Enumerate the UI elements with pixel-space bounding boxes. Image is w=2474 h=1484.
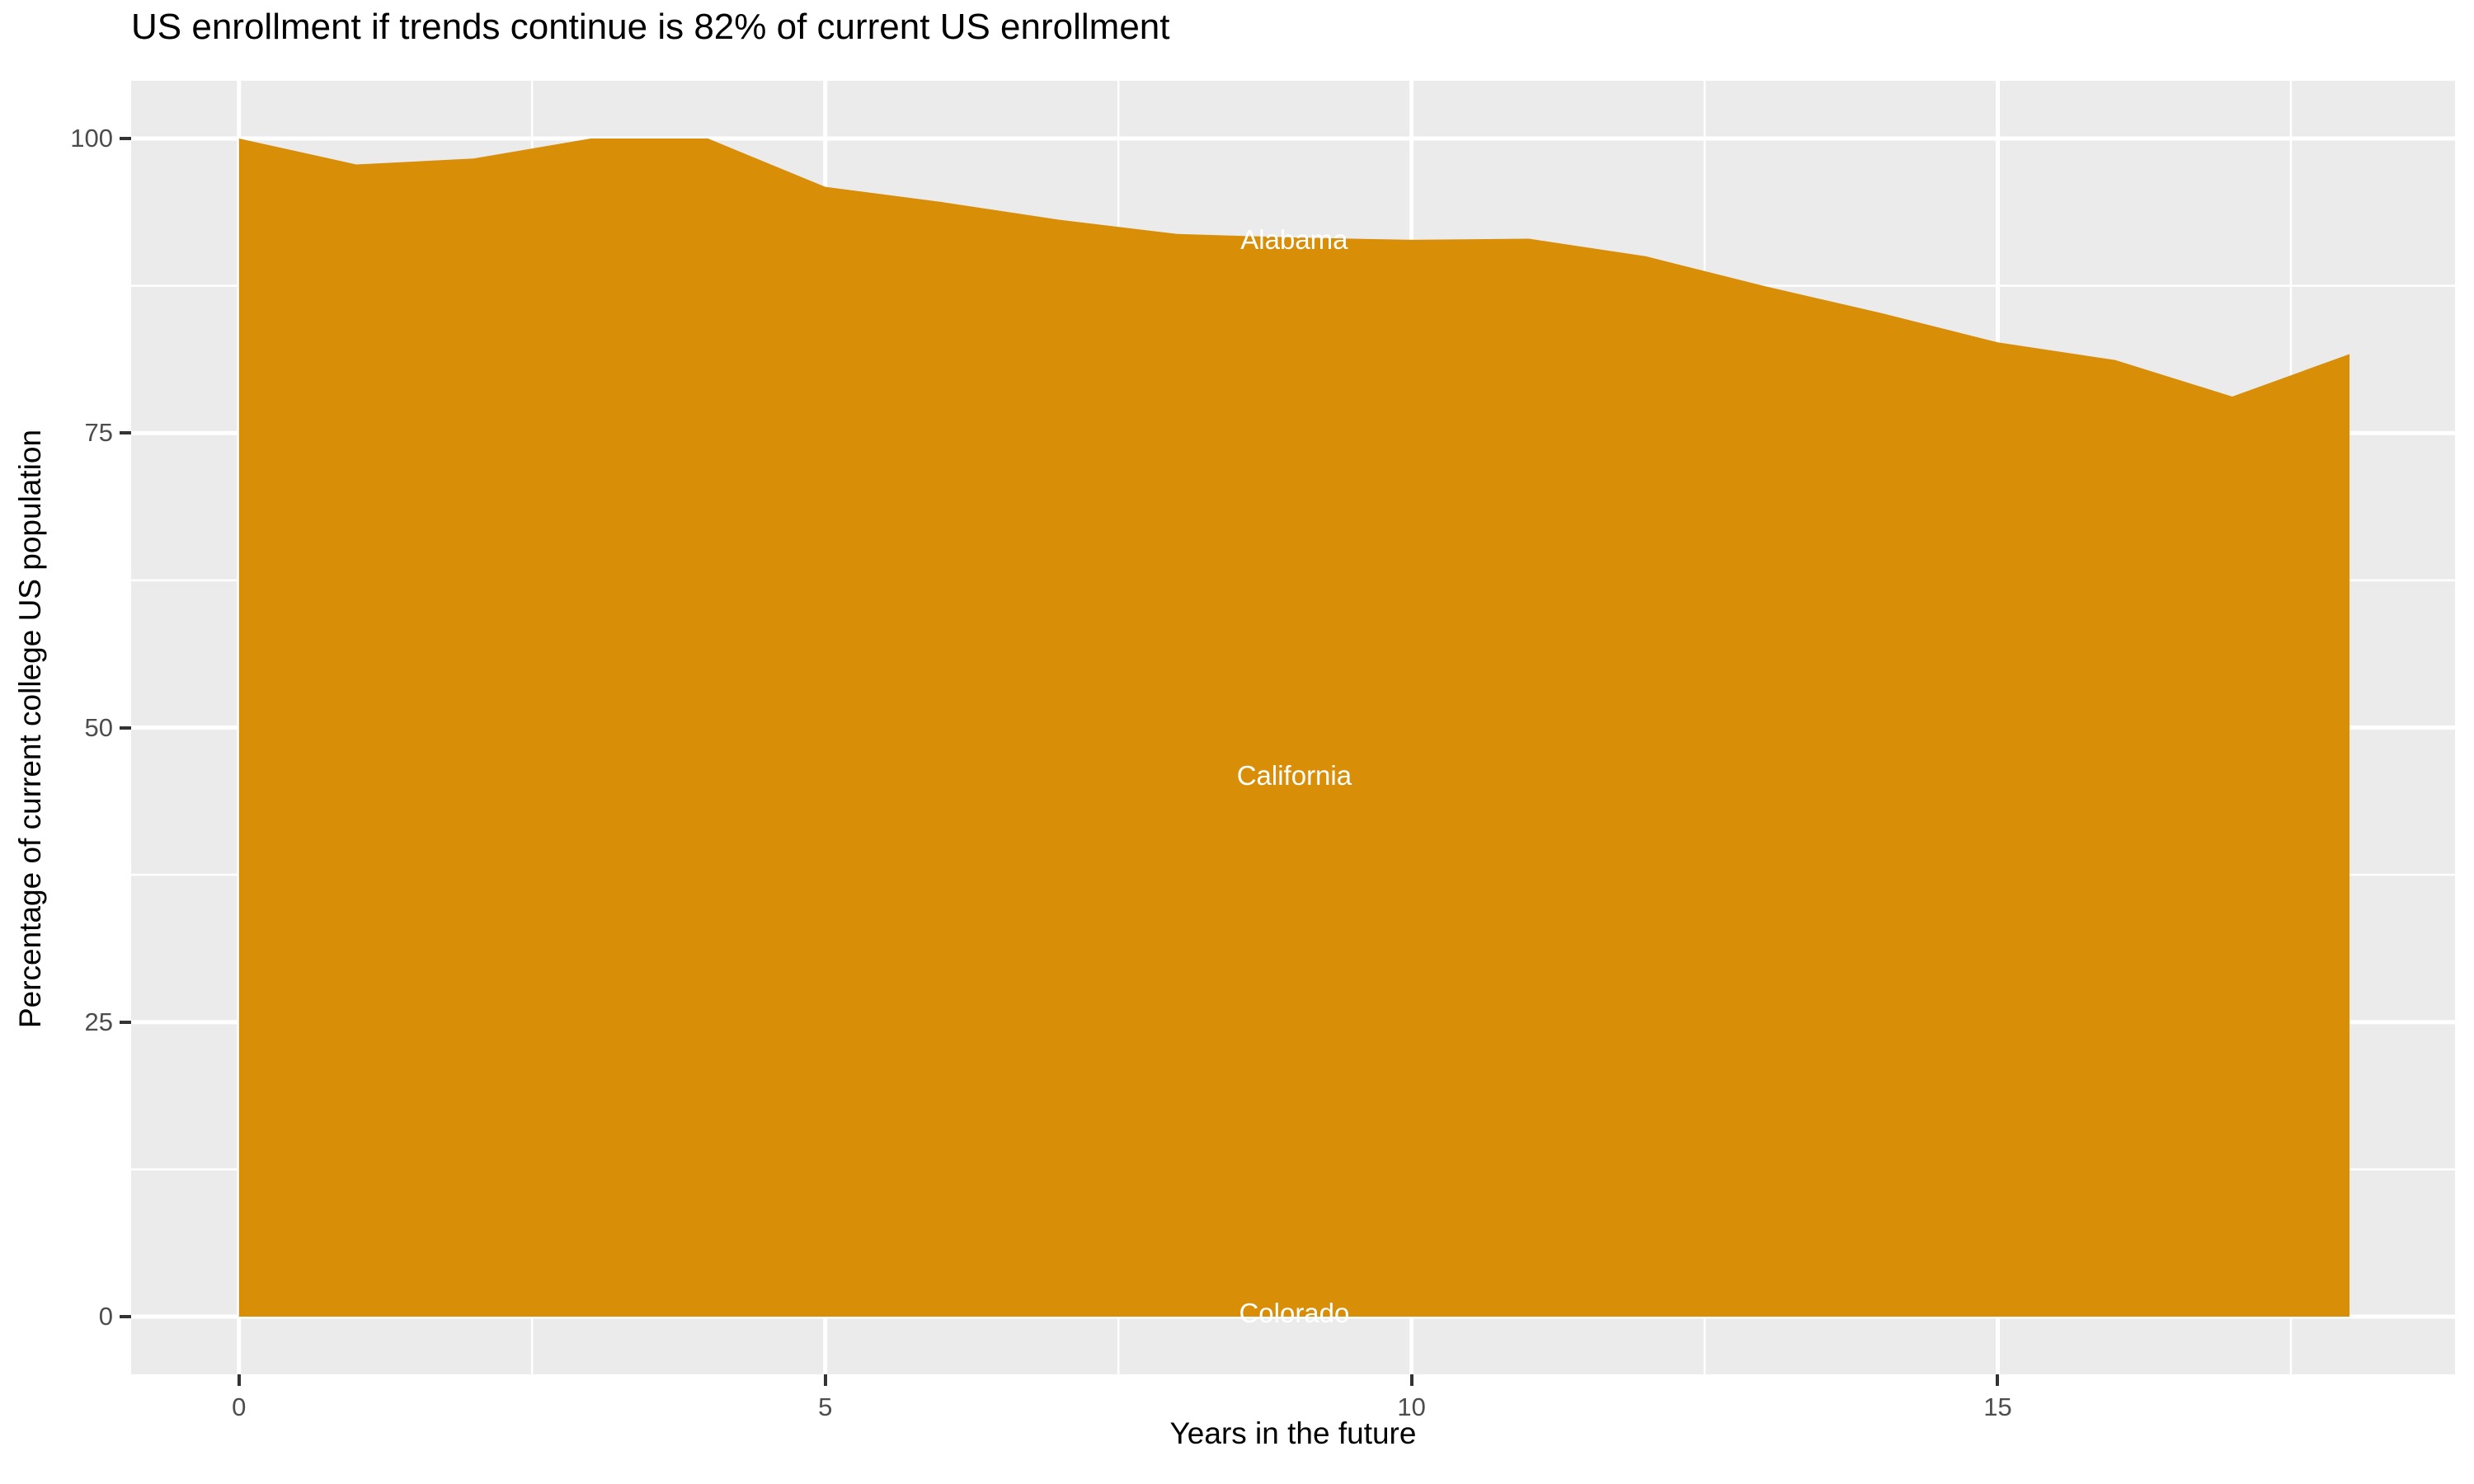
y-tick-label: 100 — [70, 124, 113, 153]
x-tick-label: 5 — [818, 1392, 833, 1421]
x-tick-mark — [237, 1374, 241, 1386]
y-tick-label: 50 — [84, 712, 113, 742]
y-tick-mark — [120, 726, 131, 730]
y-tick-label: 25 — [84, 1007, 113, 1036]
y-tick-mark — [120, 137, 131, 141]
y-tick-mark — [120, 1314, 131, 1318]
enrollment-area-shape — [238, 139, 2350, 1317]
x-tick-mark — [823, 1374, 827, 1386]
x-tick-mark — [1409, 1374, 1413, 1386]
chart-canvas — [131, 81, 2455, 1374]
state-area-label: California — [1236, 760, 1352, 791]
state-area-label: Alabama — [1240, 223, 1348, 255]
x-tick-label: 0 — [232, 1392, 247, 1421]
x-tick-label: 15 — [1983, 1392, 2012, 1421]
x-tick-mark — [1996, 1374, 2000, 1386]
y-tick-label: 0 — [98, 1301, 113, 1331]
x-tick-label: 10 — [1397, 1392, 1426, 1421]
chart-panel: Alabama California Colorado — [131, 81, 2455, 1374]
y-tick-mark — [120, 1020, 131, 1024]
state-area-label: Colorado — [1239, 1297, 1350, 1328]
chart-title: US enrollment if trends continue is 82% … — [131, 7, 1170, 47]
x-axis-title: Years in the future — [1169, 1416, 1417, 1450]
y-tick-mark — [120, 431, 131, 435]
y-axis-title: Percentage of current college US populat… — [13, 429, 47, 1029]
y-tick-label: 75 — [84, 418, 113, 448]
